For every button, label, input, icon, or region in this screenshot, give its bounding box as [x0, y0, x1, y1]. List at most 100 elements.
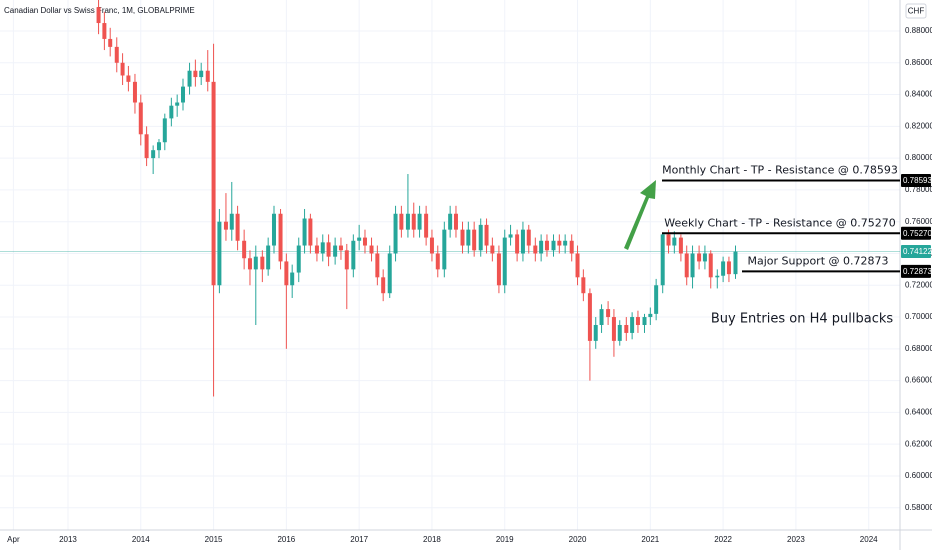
- candle-body: [551, 240, 556, 251]
- candle-body: [151, 150, 156, 159]
- candle-body: [308, 218, 313, 246]
- candle-body: [520, 229, 525, 254]
- y-tick-label: 0.88000: [905, 26, 932, 35]
- candle-body: [544, 240, 549, 251]
- candle-body: [672, 237, 677, 246]
- candle-body: [260, 256, 265, 270]
- candle-body: [138, 102, 143, 135]
- candle-body: [526, 229, 531, 246]
- candle-body: [108, 38, 113, 47]
- candle-body: [648, 313, 653, 318]
- candle-body: [593, 324, 598, 341]
- candle-body: [702, 253, 707, 262]
- candle-body: [472, 229, 477, 251]
- candle-body: [211, 81, 216, 286]
- candle-body: [162, 118, 167, 143]
- y-tick-label: 0.82000: [905, 121, 932, 130]
- candle-body: [357, 237, 362, 241]
- y-tick-label: 0.60000: [905, 471, 932, 480]
- candle-body: [460, 229, 465, 246]
- candle-body: [266, 245, 271, 270]
- candle-body: [156, 142, 161, 151]
- candle-body: [199, 70, 204, 78]
- x-tick-label: 2021: [641, 535, 659, 544]
- candle-body: [338, 245, 343, 251]
- candle-body: [581, 277, 586, 294]
- candle-body: [278, 213, 283, 262]
- candle-body: [217, 221, 222, 286]
- candle-body: [326, 242, 331, 257]
- candle-body: [715, 275, 720, 278]
- candle-body: [684, 253, 689, 278]
- candle-body: [229, 213, 234, 230]
- x-tick-label: 2023: [787, 535, 805, 544]
- price-tag: [901, 226, 931, 240]
- y-tick-label: 0.58000: [905, 503, 932, 512]
- last-price-tag: [901, 245, 931, 259]
- candle-body: [466, 229, 471, 246]
- currency: CHF: [908, 7, 925, 16]
- candle-body: [611, 317, 616, 341]
- price-tag-label: 0.75270: [903, 229, 932, 238]
- y-tick-label: 0.84000: [905, 90, 932, 99]
- candle-body: [624, 324, 629, 333]
- candle-body: [144, 134, 149, 159]
- x-tick-label: 2020: [569, 535, 587, 544]
- x-tick-label: 2018: [423, 535, 441, 544]
- candle-body: [557, 240, 562, 246]
- x-tick-label: Apr: [7, 535, 20, 544]
- candle-body: [381, 277, 386, 294]
- candle-body: [678, 237, 683, 254]
- candle-body: [320, 242, 325, 254]
- candle-body: [660, 234, 665, 286]
- candle-body: [205, 70, 210, 82]
- y-tick-label: 0.70000: [905, 312, 932, 321]
- level-label: Weekly Chart - TP - Resistance @ 0.75270: [664, 216, 895, 229]
- candle-body: [296, 245, 301, 273]
- candle-body: [642, 317, 647, 325]
- candle-body: [120, 62, 125, 76]
- candle-body: [490, 245, 495, 254]
- candle-body: [290, 272, 295, 286]
- candle-body: [569, 240, 574, 254]
- candle-body: [435, 253, 440, 270]
- candle-body: [393, 213, 398, 254]
- candle-body: [417, 213, 422, 230]
- price-tag: [901, 173, 931, 187]
- candle-body: [387, 253, 392, 294]
- x-tick-label: 2024: [860, 535, 878, 544]
- last-price-label: 0.74122: [903, 247, 932, 256]
- candle-body: [575, 253, 580, 278]
- y-tick-label: 0.80000: [905, 153, 932, 162]
- candle-body: [721, 261, 726, 276]
- candle-body: [484, 224, 489, 246]
- candle-body: [187, 70, 192, 87]
- candle-body: [247, 258, 252, 270]
- y-tick-label: 0.68000: [905, 344, 932, 353]
- candle-body: [235, 213, 240, 241]
- candle-body: [96, 7, 101, 24]
- y-tick-label: 0.62000: [905, 439, 932, 448]
- candle-body: [302, 218, 307, 246]
- note: Buy Entries on H4 pullbacks: [711, 312, 894, 327]
- candle-body: [635, 317, 640, 325]
- candle-body: [180, 86, 185, 103]
- candle-body: [126, 75, 131, 82]
- candle-body: [697, 253, 702, 262]
- x-tick-label: 2014: [132, 535, 150, 544]
- level-label: Major Support @ 0.72873: [747, 254, 888, 267]
- candle-body: [362, 237, 367, 246]
- candle-body: [478, 224, 483, 251]
- candle-body: [599, 309, 604, 325]
- candle-body: [424, 213, 429, 238]
- candle-body: [496, 253, 501, 286]
- currency-box[interactable]: [905, 3, 927, 19]
- x-tick-label: 2013: [59, 535, 77, 544]
- candle-body: [102, 23, 107, 39]
- candle-body: [411, 213, 416, 230]
- candle-body: [351, 240, 356, 270]
- x-tick-label: 2022: [714, 535, 732, 544]
- x-tick-label: 2016: [277, 535, 295, 544]
- candle-body: [132, 81, 137, 103]
